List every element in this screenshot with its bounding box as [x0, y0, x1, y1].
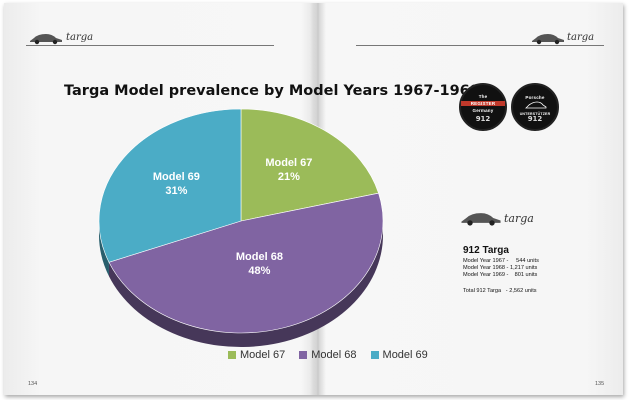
model-info-block: 912 Targa Model Year 1967 - 544 units Mo…: [463, 245, 539, 294]
car-logo-icon: [461, 213, 501, 226]
slice-category-label: Model 69: [152, 171, 200, 184]
legend-item: Model 67: [228, 349, 285, 361]
legend-label: Model 67: [240, 349, 286, 361]
pie-slice-side: [99, 221, 109, 277]
info-line: Model Year 1968 - 1,217 units: [463, 265, 538, 271]
badge-middle-text: REGISTER: [461, 101, 505, 106]
legend-swatch: [228, 351, 236, 359]
header-logo-text-left: targa: [66, 32, 94, 43]
header-rule-right: [356, 45, 604, 46]
legend-label: Model 69: [382, 349, 428, 361]
legend-swatch: [299, 351, 308, 359]
legend-label: Model 68: [311, 349, 357, 361]
info-line: Model Year 1969 - 801 units: [463, 272, 538, 278]
slice-category-label: Model 67: [265, 157, 313, 170]
slice-data-label: Model 67 21%: [249, 156, 329, 184]
slice-percent-label: 48%: [248, 264, 271, 277]
badge-top-text: Porsche: [525, 95, 545, 100]
legend-item: Model 69: [370, 349, 428, 361]
badge-number: 912: [527, 115, 543, 123]
pie-chart: [98, 108, 384, 347]
register-badge: The REGISTER Germany 912: [459, 83, 507, 131]
page-number-left: 134: [28, 381, 38, 387]
slice-data-label: Model 69 31%: [136, 170, 216, 198]
pie-slice-model-69: [98, 108, 242, 263]
info-total: Total 912 Targa - 2,562 units: [463, 288, 537, 294]
page-number-right: 135: [595, 381, 605, 387]
legend-item: Model 68: [299, 349, 357, 361]
car-logo-icon: [532, 34, 564, 45]
book-spread: targa targa Targa Model prevalence by Mo…: [4, 3, 623, 395]
info-title: 912 Targa: [463, 245, 509, 256]
slice-percent-label: 31%: [165, 185, 188, 198]
badge-bottom-text: Germany: [472, 108, 494, 113]
badge-middle-text: UNTERSTÜTZER: [519, 112, 551, 116]
supporter-badge: Porsche UNTERSTÜTZER 912: [511, 83, 559, 131]
chart-title: Targa Model prevalence by Model Years 19…: [64, 83, 480, 99]
header-logo-text-right: targa: [567, 32, 595, 43]
slice-percent-label: 21%: [277, 171, 300, 184]
header-rule-left: [26, 45, 274, 46]
chart-legend: Model 67 Model 68 Model 69: [228, 349, 428, 361]
info-line: Model Year 1967 - 544 units: [463, 258, 539, 264]
pie-slice-model-67: [240, 108, 379, 222]
badge-top-text: The: [478, 94, 488, 99]
slice-data-label: Model 68 48%: [219, 250, 299, 278]
info-logo-text: targa: [504, 212, 534, 225]
car-logo-icon: [30, 34, 62, 45]
badge-number: 912: [475, 115, 491, 123]
legend-swatch: [370, 351, 379, 359]
car-silhouette-icon: [525, 101, 547, 109]
slice-category-label: Model 68: [235, 250, 283, 263]
pie-slice-model-68: [108, 192, 384, 334]
